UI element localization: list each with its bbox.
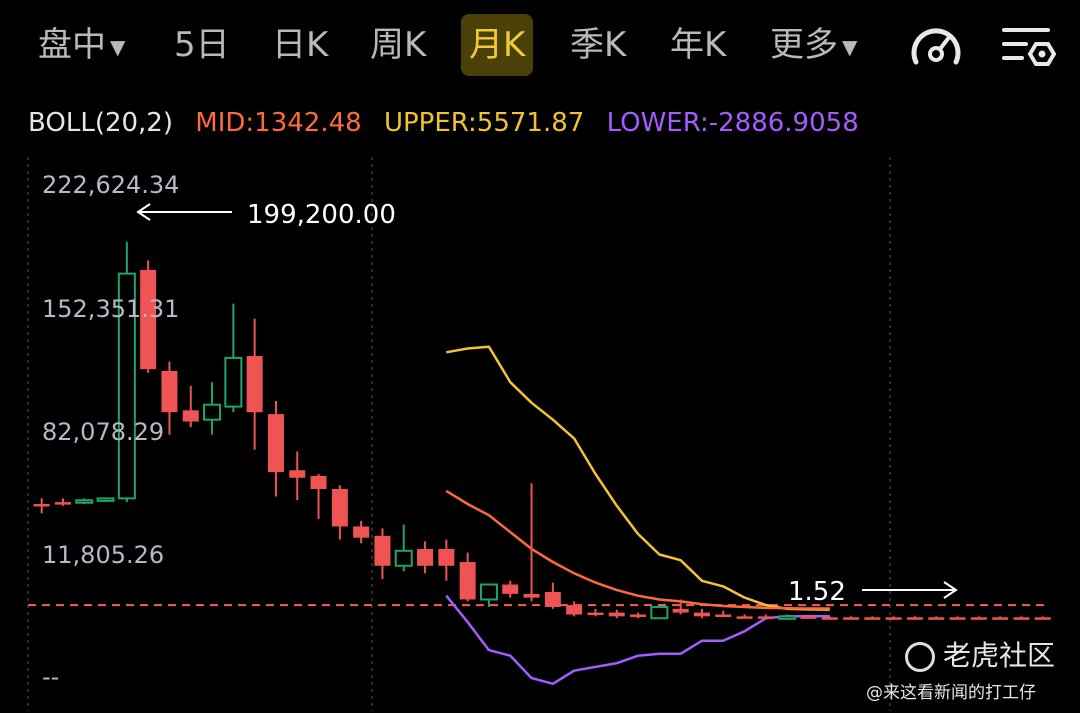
candle-body <box>544 591 561 607</box>
boll-bands <box>445 345 830 686</box>
candle-body <box>736 616 753 619</box>
candle-body <box>310 475 327 489</box>
candle-body <box>970 617 987 620</box>
candle-body <box>778 615 797 620</box>
candle-body <box>608 612 625 617</box>
annotations: 199,200.00 1.52 <box>136 200 958 607</box>
y-tick-label: 152,351.31 <box>42 295 179 323</box>
low-arrow-head <box>943 581 958 599</box>
candle-body <box>203 403 222 421</box>
candle-body <box>331 488 348 527</box>
high-arrow-head <box>136 203 151 221</box>
candle-body <box>374 535 391 566</box>
candle-body <box>182 410 199 422</box>
candle-body <box>906 617 923 620</box>
period-toolbar: 盘中 ▼ 5日 日K 周K 月K 季K 年K 更多 ▼ <box>0 0 1080 95</box>
y-tick-label: 11,805.26 <box>42 541 164 569</box>
author-handle: @来这看新闻的打工仔 <box>866 683 1036 703</box>
candle-body <box>1013 617 1030 620</box>
candle-body <box>394 549 413 567</box>
chevron-down-icon: ▼ <box>110 34 126 59</box>
candle-body <box>949 617 966 620</box>
candlestick-chart[interactable]: 222,624.34 152,351.31 82,078.29 11,805.26 --… <box>0 155 1080 713</box>
tab-more[interactable]: 更多 ▼ <box>770 25 858 65</box>
candle-body <box>650 605 669 620</box>
y-axis-labels: 222,624.34 152,351.31 82,078.29 11,805.26 -- <box>42 171 179 691</box>
candle-body <box>992 617 1009 620</box>
candle-body <box>757 616 774 619</box>
boll-upper-value: UPPER:5571.87 <box>383 108 585 138</box>
y-tick-label: 82,078.29 <box>42 418 164 446</box>
candle-body <box>864 617 881 620</box>
tiger-community-watermark: 老虎社区 <box>905 634 1055 674</box>
tab-monthly-k[interactable]: 月K <box>461 14 534 76</box>
y-tick-label: 222,624.34 <box>42 171 179 199</box>
candle-body <box>587 612 604 616</box>
indicator-name[interactable]: BOLL(20,2) <box>28 108 173 138</box>
candle-body <box>693 612 710 617</box>
candle-body <box>246 356 263 413</box>
candle-body <box>630 614 647 617</box>
tab-yearly-k[interactable]: 年K <box>670 25 727 65</box>
tab-5day[interactable]: 5日 <box>174 25 230 65</box>
candle-body <box>566 605 583 615</box>
tab-quarterly-k[interactable]: 季K <box>570 25 627 65</box>
candle-body <box>459 562 476 600</box>
tab-daily-k[interactable]: 日K <box>272 25 329 65</box>
low-price-label: 1.52 <box>788 577 846 607</box>
candle-body <box>353 526 370 538</box>
gauge-icon[interactable] <box>908 22 964 72</box>
candle-body <box>289 470 306 478</box>
candle-body <box>417 548 434 566</box>
tiger-logo-icon <box>905 642 935 672</box>
candle-body <box>161 371 178 413</box>
candle-body <box>438 548 455 566</box>
candle-body <box>843 617 860 620</box>
candle-body <box>140 269 157 370</box>
candle-body <box>224 356 243 408</box>
candles <box>33 241 1051 620</box>
boll-lower-value: LOWER:-2886.9058 <box>606 108 859 138</box>
candle-body <box>33 503 50 507</box>
candle-body <box>267 414 284 473</box>
candle-body <box>885 617 902 620</box>
candle-body <box>117 272 136 500</box>
y-tick-label: -- <box>42 663 59 691</box>
candle-body <box>479 583 498 601</box>
settings-list-icon[interactable] <box>1000 22 1056 72</box>
candle-body <box>54 502 71 505</box>
chevron-down-icon: ▼ <box>842 34 858 59</box>
chart-grid <box>27 157 1050 711</box>
high-price-label: 199,200.00 <box>247 200 396 230</box>
candle-body <box>800 616 817 619</box>
boll-mid-value: MID:1342.48 <box>195 108 362 138</box>
candle-body <box>523 593 540 598</box>
boll-upper-line <box>446 345 830 611</box>
candle-body <box>672 608 689 613</box>
candle-body <box>96 497 115 502</box>
candle-body <box>502 584 519 594</box>
boll-mid-line <box>445 489 830 610</box>
candle-body <box>821 617 838 620</box>
candle-body <box>1034 617 1051 620</box>
tab-weekly-k[interactable]: 周K <box>370 25 427 65</box>
candle-body <box>715 614 732 617</box>
boll-indicator-row: BOLL(20,2) MID:1342.48 UPPER:5571.87 LOW… <box>28 108 873 138</box>
candle-body <box>928 617 945 620</box>
candle-body <box>75 499 94 504</box>
tab-intraday[interactable]: 盘中 ▼ <box>38 25 126 65</box>
